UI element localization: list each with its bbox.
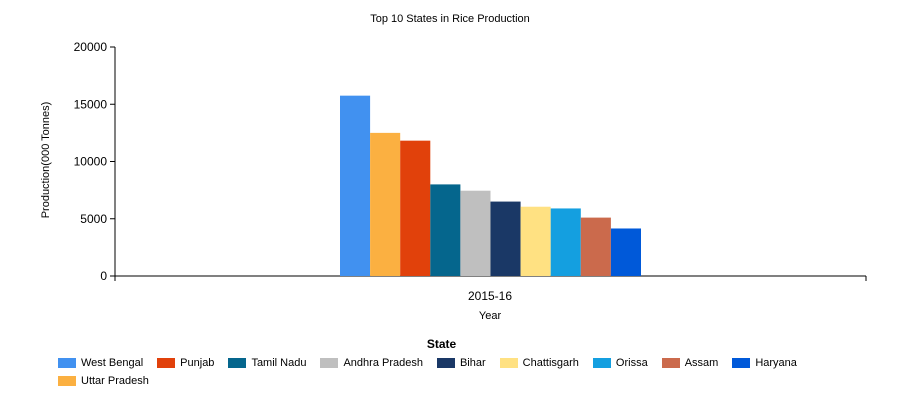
y-tick-label: 10000 [74, 155, 108, 169]
y-tick-label: 0 [100, 269, 107, 283]
legend-item: Bihar [436, 355, 486, 371]
bar-tamil-nadu [430, 184, 461, 276]
bar-assam [580, 217, 611, 276]
legend-items: West Bengal Punjab Tamil Nadu Andhra Prades… [58, 355, 818, 391]
y-axis-label: Production(000 Tonnes) [40, 102, 52, 219]
legend-item: Haryana [732, 355, 797, 371]
legend-label: West Bengal [81, 357, 144, 369]
legend-item: Andhra Pradesh [320, 355, 423, 371]
legend-label: Uttar Pradesh [81, 375, 149, 387]
legend-label: Assam [684, 357, 719, 369]
bar-andhra-pradesh [460, 190, 491, 276]
bar-bihar [490, 201, 521, 276]
legend-label: Orissa [615, 357, 648, 369]
bar-punjab [400, 140, 431, 276]
y-tick-label: 15000 [74, 97, 108, 111]
bar-haryana [610, 228, 641, 276]
legend-swatch [58, 358, 76, 368]
legend-swatch [661, 358, 680, 368]
legend-item: Tamil Nadu [228, 355, 306, 371]
legend-swatch [228, 358, 247, 368]
legend-swatch [592, 358, 611, 368]
legend-item: West Bengal [58, 355, 143, 371]
bar-uttar-pradesh [370, 132, 401, 276]
legend-item: Orissa [592, 355, 648, 371]
legend-label: Bihar [459, 357, 486, 369]
legend-title: State [426, 337, 457, 351]
x-tick-label: 2015-16 [468, 289, 512, 303]
legend-item: Assam [661, 355, 719, 371]
legend-label: Punjab [180, 357, 215, 369]
legend-item: Chattisgarh [499, 355, 579, 371]
legend-swatch [499, 358, 518, 368]
bars [340, 95, 641, 276]
legend-swatch [58, 376, 76, 386]
legend-label: Haryana [755, 357, 797, 369]
legend-label: Tamil Nadu [251, 357, 307, 369]
legend-swatch [732, 358, 751, 368]
y-axis-ticks: 0 5000 10000 15000 20000 [74, 40, 115, 283]
legend-item: Punjab [157, 355, 214, 371]
x-axis-label: Year [479, 310, 502, 322]
legend-item: Uttar Pradesh [58, 373, 149, 389]
legend-swatch [320, 358, 339, 368]
legend-label: Andhra Pradesh [343, 357, 423, 369]
legend-swatch [157, 358, 176, 368]
bar-orissa [550, 208, 581, 276]
y-tick-label: 5000 [80, 212, 107, 226]
legend-swatch [436, 358, 455, 368]
bar-west-bengal [340, 95, 371, 276]
bar-chattisgarh [520, 206, 551, 276]
y-tick-label: 20000 [74, 40, 108, 54]
legend: State West Bengal Punjab Tamil Nadu Andhra … [58, 337, 858, 387]
legend-label: Chattisgarh [522, 357, 579, 369]
chart-title: Top 10 States in Rice Production [370, 13, 530, 25]
